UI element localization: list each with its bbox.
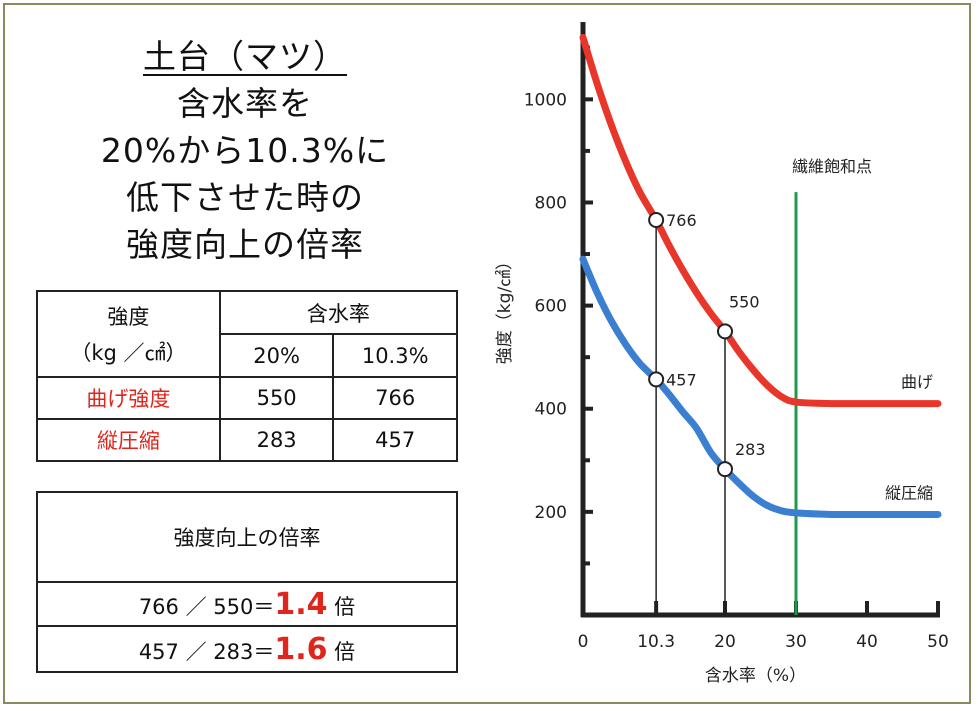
y-tick-label: 800 [535, 193, 567, 213]
ratio-value-compression: 1.6 [274, 631, 328, 667]
table-row-compression: 縦圧縮 283 457 [36, 418, 458, 462]
cell-compression-20: 283 [218, 418, 335, 462]
row-label-compression: 縦圧縮 [36, 418, 221, 462]
ratio-expr-compression: 457 ／ 283＝ [138, 639, 275, 664]
point-label: 766 [666, 211, 697, 230]
strength-moisture-chart: 200 400 600 800 1000 0 10.3 20 30 40 50 含水率（%） 強度（kg… [495, 22, 949, 686]
title-material: 土台（マツ） [143, 37, 347, 76]
ratio-header: 強度向上の倍率 [36, 491, 458, 583]
moisture-header: 含水率 [218, 290, 459, 335]
moisture-strength-table: 強度 （kg ／㎠） 含水率 20% 10.3% 曲げ強度 550 766 縦圧… [36, 290, 459, 462]
title-block: 土台（マツ） 含水率を 20%から10.3%に 低下させた時の 強度向上の倍率 [45, 33, 445, 268]
series-label-1: 縦圧縮 [885, 483, 933, 502]
table-row-bending: 曲げ強度 550 766 [36, 376, 458, 420]
ratio-row-compression: 457 ／ 283＝1.6 倍 [36, 625, 458, 673]
row-label-bending: 曲げ強度 [36, 376, 221, 420]
strength-header-cell: 強度 （kg ／㎠） [36, 290, 221, 378]
y-tick-label: 1000 [524, 90, 567, 110]
point-marker [717, 323, 733, 340]
x-tick-label: 40 [856, 632, 878, 652]
x-tick-label: 30 [785, 632, 807, 652]
point-label: 457 [666, 370, 697, 389]
ratio-table: 強度向上の倍率 766 ／ 550＝1.4 倍 457 ／ 283＝1.6 倍 [36, 491, 458, 673]
ratio-unit-compression: 倍 [334, 639, 356, 664]
title-line-2: 含水率を [177, 84, 313, 123]
x-axis-title: 含水率（%） [705, 666, 806, 686]
point-label: 283 [735, 440, 766, 459]
strength-unit: （kg ／㎠） [70, 341, 187, 365]
ratio-value-bending: 1.4 [274, 586, 328, 622]
chart-axes: 200 400 600 800 1000 0 10.3 20 30 40 50 含水率（%） 強度（kg… [495, 22, 949, 686]
ratio-cell-bending: 766 ／ 550＝1.4 倍 [36, 581, 458, 627]
x-tick-label: 10.3 [637, 632, 675, 652]
col-header-103: 10.3% [332, 333, 458, 378]
ratio-expr-bending: 766 ／ 550＝ [138, 594, 275, 619]
title-line-5: 強度向上の倍率 [126, 225, 364, 264]
series-line-0 [579, 33, 942, 408]
x-tick-label: 20 [714, 632, 736, 652]
y-tick-label: 400 [535, 400, 567, 420]
y-tick-label: 600 [535, 297, 567, 317]
series-line-1 [579, 255, 942, 519]
cell-bending-20: 550 [218, 376, 335, 420]
title-line-3: 20%から10.3%に [100, 131, 390, 170]
ratio-unit-bending: 倍 [334, 594, 356, 619]
marked-points [648, 212, 733, 478]
chart-labels: 766 550 457 283 [666, 211, 765, 459]
x-tick-label: 0 [578, 632, 589, 652]
col-header-20: 20% [218, 333, 335, 378]
ratio-cell-compression: 457 ／ 283＝1.6 倍 [36, 625, 458, 673]
point-marker [648, 212, 665, 229]
title-line-4: 低下させた時の [126, 178, 364, 217]
reference-line-label: 繊維飽和点 [792, 157, 872, 176]
ratio-row-bending: 766 ／ 550＝1.4 倍 [36, 581, 458, 627]
point-marker [717, 461, 733, 478]
strength-header: 強度 [107, 305, 150, 329]
y-tick-label: 200 [535, 503, 567, 523]
y-axis-title: 強度（kg/㎠） [495, 253, 515, 364]
fiber-saturation-line: 繊維飽和点 [792, 157, 872, 615]
point-label: 550 [729, 292, 760, 311]
x-tick-label: 50 [927, 632, 949, 652]
point-marker [648, 371, 665, 388]
cell-compression-103: 457 [332, 418, 458, 462]
series-label-0: 曲げ [901, 373, 933, 392]
cell-bending-103: 766 [332, 376, 458, 420]
